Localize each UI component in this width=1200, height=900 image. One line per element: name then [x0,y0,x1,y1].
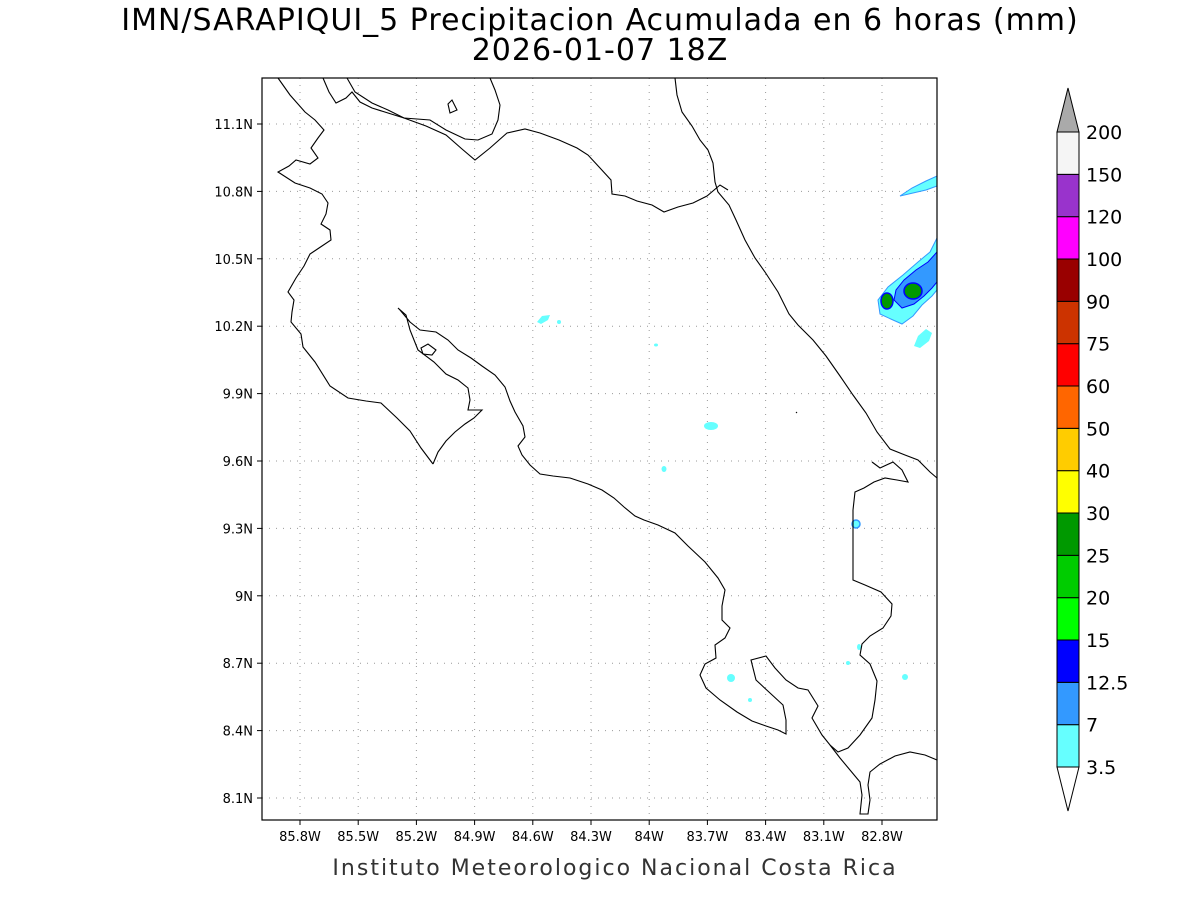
precip-spot-4 [704,422,718,430]
lon-tick-label: 85.5W [337,830,379,845]
legend-level-label: 120 [1086,207,1122,229]
lat-tick-label: 9.6N [223,455,253,470]
lon-tick-label: 85.2W [395,830,437,845]
coastline-and-borders [276,77,938,815]
legend-level-label: 3.5 [1086,757,1116,779]
legend-level-label: 75 [1086,334,1110,356]
legend-swatch [1056,131,1080,175]
legend-swatch [1056,216,1080,260]
lat-tick-label: 8.1N [223,792,253,807]
precip-core-left [880,292,894,310]
lat-tick-label: 9N [235,590,253,605]
legend-level-label: 50 [1086,418,1110,440]
map-title: IMN/SARAPIQUI_5 Precipitacion Acumulada … [121,3,1079,38]
caribbean-coast [674,77,938,479]
legend-level-label: 60 [1086,376,1110,398]
lake-island [447,99,458,114]
latitude-axis: 11.1N 10.8N 10.5N 10.2N 9.9N 9.6N 9.3N 9N 8.7N 8.… [214,118,262,807]
lat-tick-label: 10.8N [214,185,253,200]
legend-swatch [1056,470,1080,514]
lake-nicaragua-shore [346,77,501,141]
legend-level-label: 12.5 [1086,672,1128,694]
lon-tick-label: 84.9W [454,830,496,845]
legend-swatch [1056,724,1080,768]
legend-level-label: 20 [1086,588,1110,610]
precip-spot-3 [654,343,658,347]
lat-tick-label: 10.2N [214,320,253,335]
lon-tick-label: 84.6W [512,830,554,845]
precip-spot-11 [748,698,752,702]
precip-area-east-small [914,329,932,348]
southern-coast [829,744,938,815]
legend-level-label: 200 [1086,122,1122,144]
legend-swatch [1056,258,1080,302]
lat-tick-label: 10.5N [214,253,253,268]
lon-tick-label: 84W [634,830,664,845]
legend-level-label: 30 [1086,503,1110,525]
precip-spot-10 [727,674,735,682]
legend-swatch [1056,639,1080,683]
precip-shading [537,175,938,702]
legend-swatch [1056,681,1080,726]
lon-tick-label: 83.4W [745,830,787,845]
footer-credit: Instituto Meteorologico Nacional Costa R… [332,856,898,881]
lat-tick-label: 9.9N [223,388,253,403]
legend-level-label: 7 [1086,715,1098,737]
legend-bottom-arrow [1056,766,1080,812]
legend-swatch [1056,427,1080,472]
lat-tick-label: 9.3N [223,522,253,537]
precip-spot-9 [902,674,908,680]
precip-area-north [899,175,938,197]
nicoya-lake [420,343,437,356]
legend-swatch [1056,343,1080,387]
legend-level-label: 100 [1086,249,1122,271]
precip-spot-6 [851,519,861,529]
legend-top-arrow [1056,87,1080,133]
legend-level-label: 40 [1086,461,1110,483]
precip-spot-1 [537,315,550,324]
legend-level-label: 15 [1086,630,1110,652]
legend-swatch [1056,512,1080,556]
legend-level-label: 90 [1086,291,1110,313]
precip-core-right [903,282,923,300]
precip-spot-5 [661,466,667,472]
island-small [795,411,798,414]
precip-spot-8 [846,661,850,665]
legend-swatch [1056,597,1080,641]
legend-swatch [1056,173,1080,218]
lon-tick-label: 83.7W [686,830,728,845]
legend-swatch [1056,300,1080,345]
legend-swatch [1056,554,1080,599]
precip-spot-7 [857,644,861,650]
color-legend: 3.5 7 12.5 15 20 25 30 40 50 60 75 90 100 120 150 200 [1056,87,1128,812]
map-frame [261,77,938,821]
precip-spot-2 [557,320,561,324]
nicaragua-coast [276,77,434,465]
lon-tick-label: 83.1W [803,830,845,845]
lon-tick-label: 82.8W [861,830,903,845]
lon-tick-label: 84.3W [570,830,612,845]
lat-tick-label: 11.1N [214,118,253,133]
border-north [322,77,729,213]
map-subtitle: 2026-01-07 18Z [471,33,729,68]
legend-level-label: 150 [1086,164,1122,186]
lat-lon-grid [262,78,937,820]
longitude-axis: 85.8W 85.5W 85.2W 84.9W 84.6W 84.3W 84W 83.7W 83… [279,820,903,845]
legend-level-label: 25 [1086,545,1110,567]
lon-tick-label: 85.8W [279,830,321,845]
panama-border [397,307,909,753]
lat-tick-label: 8.7N [223,657,253,672]
lat-tick-label: 8.4N [223,725,253,740]
legend-swatch [1056,385,1080,429]
